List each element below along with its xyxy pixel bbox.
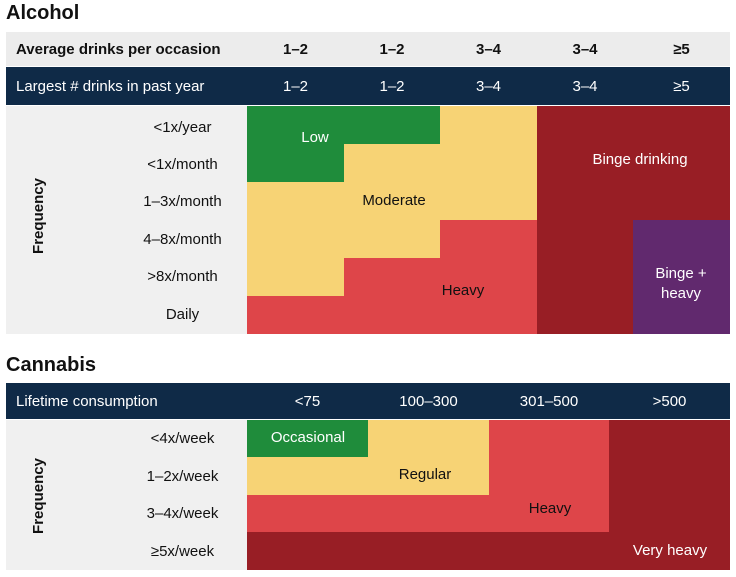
avg-col-5: ≥5 <box>673 40 690 58</box>
cannabis-label-column <box>6 420 247 570</box>
cannabis-row-label-3: 3–4x/week <box>146 505 219 522</box>
cannabis-zone-cell <box>247 495 489 532</box>
largest-col-3: 3–4 <box>475 77 502 95</box>
largest-col-4: 3–4 <box>572 77 598 95</box>
alcohol-zone-cell <box>344 258 440 296</box>
avg-col-1: 1–2 <box>282 40 309 58</box>
zone-label-binge-drinking: Binge drinking <box>592 150 688 168</box>
cannabis-row-label-2: 1–2x/week <box>146 467 219 485</box>
alcohol-row-label-1: <1x/year <box>153 118 212 136</box>
largest-col-5: ≥5 <box>673 77 690 95</box>
cannabis-row-label-1: <4x/week <box>150 430 215 447</box>
cannabis-row-label-4: ≥5x/week <box>150 542 215 560</box>
alcohol-zone-cell <box>247 144 344 182</box>
zone-label-very-heavy: Very heavy <box>632 541 708 559</box>
lifetime-col-3: 301–500 <box>519 392 579 410</box>
cannabis-zone-cell <box>247 420 368 457</box>
cannabis-header-row <box>6 383 730 419</box>
cannabis-zone-cell <box>489 420 609 532</box>
cannabis-zone-cell <box>368 420 489 495</box>
alcohol-row-label-3: 1–3x/month <box>143 192 222 210</box>
avg-col-4: 3–4 <box>572 40 598 58</box>
lifetime-col-4: >500 <box>652 392 687 410</box>
alcohol-row-label-5: >8x/month <box>147 267 218 285</box>
alcohol-row-label-4: 4–8x/month <box>143 230 222 248</box>
avg-col-2: 1–2 <box>379 40 405 58</box>
zone-label-binge-heavy: Binge + heavy <box>643 262 719 306</box>
lifetime-col-2: 100–300 <box>399 392 458 410</box>
largest-col-2: 1–2 <box>379 77 405 95</box>
zone-label-occasional: Occasional <box>270 428 346 446</box>
cannabis-frequency-axis-label: Frequency <box>29 458 47 534</box>
alcohol-row-label-6: Daily <box>165 305 200 323</box>
alcohol-zone-cell <box>247 106 440 144</box>
avg-drinks-label: Average drinks per occasion <box>16 40 221 58</box>
zone-label-cannabis-heavy: Heavy <box>528 499 572 517</box>
zone-label-regular: Regular <box>398 465 452 483</box>
lifetime-consumption-label: Lifetime consumption <box>16 392 158 410</box>
alcohol-zone-cell <box>247 296 537 334</box>
zone-label-moderate: Moderate <box>362 191 426 209</box>
alcohol-frequency-axis-label: Frequency <box>29 178 47 254</box>
lifetime-col-1: <75 <box>294 392 321 410</box>
cannabis-zone-cell <box>609 420 730 570</box>
alcohol-zone-cell <box>633 220 730 334</box>
zone-label-heavy: Heavy <box>441 281 485 299</box>
alcohol-header-largest-row <box>6 67 730 105</box>
alcohol-zone-cell <box>440 220 537 296</box>
alcohol-row-label-2: <1x/month <box>147 155 218 173</box>
binge-heavy-text: Binge + heavy <box>655 264 707 302</box>
alcohol-title: Alcohol <box>6 2 80 24</box>
cannabis-title: Cannabis <box>6 354 97 376</box>
cannabis-zone-cell <box>247 532 609 570</box>
cannabis-zone-cell <box>247 457 368 495</box>
alcohol-label-column <box>6 106 247 334</box>
avg-col-3: 3–4 <box>475 40 502 58</box>
alcohol-header-avg-row <box>6 32 730 66</box>
largest-col-1: 1–2 <box>282 77 309 95</box>
largest-drinks-label: Largest # drinks in past year <box>16 77 205 95</box>
zone-label-low: Low <box>301 128 329 146</box>
